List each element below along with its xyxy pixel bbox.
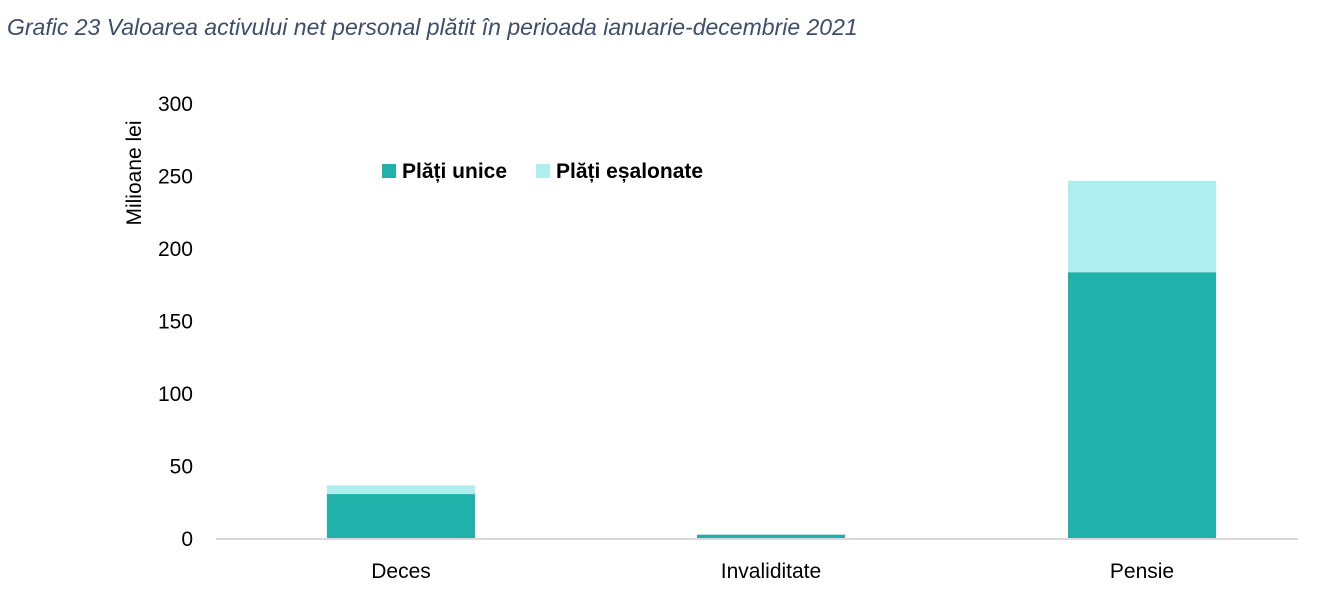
bar-deces-series-2 bbox=[327, 485, 475, 495]
bar-deces-series-1 bbox=[327, 494, 475, 539]
bar-invaliditate-series-1 bbox=[697, 534, 845, 539]
y-tick-label: 150 bbox=[158, 311, 193, 334]
y-axis-label: Milioane lei bbox=[123, 120, 146, 225]
x-axis-ticks: Deces Invaliditate Pensie bbox=[371, 560, 1174, 583]
y-tick-label: 200 bbox=[158, 238, 193, 261]
bars bbox=[327, 180, 1216, 539]
bar-pensie-series-1 bbox=[1068, 272, 1216, 539]
bar-pensie-series-2 bbox=[1068, 180, 1216, 273]
legend-swatch bbox=[382, 164, 396, 178]
y-axis-label-group: Milioane lei bbox=[123, 120, 146, 225]
x-tick-label: Deces bbox=[371, 560, 431, 583]
y-axis-ticks: 0 50 100 150 200 250 300 bbox=[158, 93, 193, 551]
chart-title: Grafic 23 Valoarea activului net persona… bbox=[7, 14, 858, 40]
y-tick-label: 100 bbox=[158, 383, 193, 406]
y-tick-label: 300 bbox=[158, 93, 193, 116]
legend-swatch bbox=[536, 164, 550, 178]
legend-label: Plăți eșalonate bbox=[556, 160, 703, 183]
x-tick-label: Pensie bbox=[1110, 560, 1174, 583]
legend-label: Plăți unice bbox=[402, 160, 507, 183]
legend: Plăți unice Plăți eșalonate bbox=[382, 160, 703, 183]
y-tick-label: 50 bbox=[170, 456, 193, 479]
y-tick-label: 250 bbox=[158, 166, 193, 189]
x-tick-label: Invaliditate bbox=[721, 560, 821, 583]
y-tick-label: 0 bbox=[181, 528, 193, 551]
